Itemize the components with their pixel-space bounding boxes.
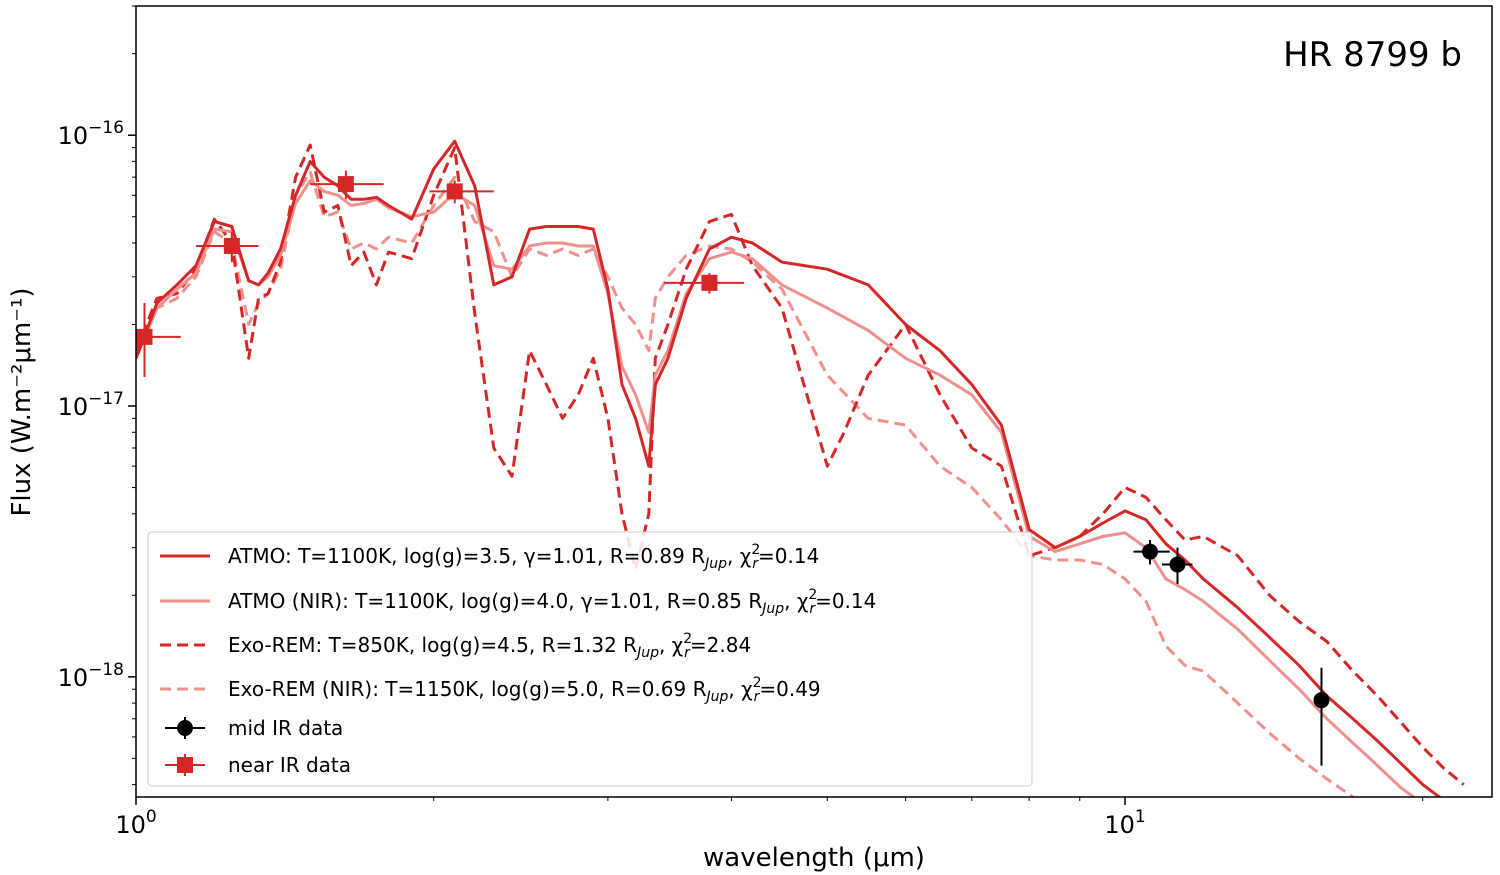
- series-line-exorem: [136, 143, 1465, 786]
- x-axis-label: wavelength (μm): [703, 843, 925, 873]
- series-line-atmo-nir: [136, 179, 1417, 797]
- mid-ir-data-point: [1162, 547, 1193, 585]
- y-tick-label: 10−16: [58, 118, 124, 150]
- chart-title: HR 8799 b: [1283, 35, 1462, 75]
- legend-label: Exo-REM (NIR): T=1150K, log(g)=5.0, R=0.…: [228, 675, 821, 705]
- near-ir-data-point: [429, 180, 494, 204]
- legend-label: mid IR data: [228, 716, 343, 740]
- legend-entry: near IR data: [165, 753, 351, 777]
- mid-ir-data-point: [1313, 667, 1330, 766]
- legend-swatch: [177, 757, 193, 773]
- x-tick-label: 101: [1104, 807, 1145, 839]
- legend-label: Exo-REM: T=850K, log(g)=4.5, R=1.32 RJup…: [228, 631, 751, 661]
- legend: ATMO: T=1100K, log(g)=3.5, γ=1.01, R=0.8…: [147, 531, 1033, 787]
- near-ir-data-point: [310, 170, 384, 200]
- y-tick-label: 10−17: [58, 389, 124, 421]
- y-tick-label: 10−18: [58, 660, 124, 692]
- near-ir-data-point: [664, 272, 745, 294]
- legend-entry: mid IR data: [165, 716, 343, 740]
- legend-label: ATMO: T=1100K, log(g)=3.5, γ=1.01, R=0.8…: [228, 542, 819, 572]
- legend-entry: Exo-REM: T=850K, log(g)=4.5, R=1.32 RJup…: [160, 631, 751, 661]
- series-line-atmo: [136, 139, 1442, 797]
- y-axis-label: Flux (W.m⁻²μm⁻¹): [7, 287, 37, 516]
- legend-swatch: [177, 720, 193, 736]
- legend-box: [147, 531, 1033, 787]
- x-tick-label: 100: [115, 807, 156, 839]
- near-ir-data-point: [196, 231, 259, 263]
- legend-label: near IR data: [228, 753, 351, 777]
- mid-ir-data-point: [1133, 540, 1170, 565]
- plot-frame: [135, 5, 1493, 798]
- near-ir-data-point: [136, 303, 181, 377]
